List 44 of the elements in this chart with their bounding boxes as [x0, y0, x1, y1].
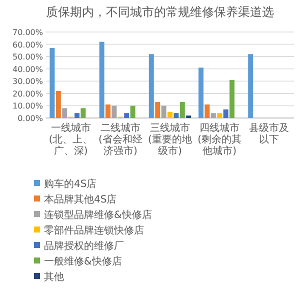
y-tick-label: 0.00% [18, 114, 44, 123]
legend-label: 购车的4S店 [44, 178, 97, 190]
y-tick-label: 30.00% [12, 77, 44, 86]
bar [130, 106, 136, 118]
bar [223, 109, 228, 118]
title: 质保期内，不同城市的常规维修保养渠道选 [46, 5, 274, 19]
y-tick-label: 10.00% [12, 102, 44, 111]
bar [80, 108, 86, 118]
legend-label: 连锁型品牌维修&快修店 [44, 209, 152, 221]
bar [230, 80, 234, 118]
x-tick-label: 二线城市(省会和经济强市) [98, 122, 142, 157]
bar [148, 54, 154, 118]
bar [204, 104, 210, 118]
x-tick-label: 一线城市(北、上、广、深) [48, 122, 93, 157]
legend-label: 零部件品牌连锁快修店 [44, 224, 144, 236]
x-tick-label: 四线城市(剩余的其他城市) [198, 122, 242, 157]
bar [62, 108, 68, 118]
bar [155, 102, 160, 118]
x-tick-label: 县级市及以下 [249, 122, 290, 146]
bar [198, 68, 204, 118]
legend-label: 一般维修&快修店 [44, 256, 122, 268]
legend-label: 本品牌其他4S店 [44, 194, 117, 206]
legend-label: 其他 [44, 271, 64, 283]
bar [180, 102, 185, 118]
bar [210, 113, 216, 118]
bar [112, 106, 117, 118]
y-tick-label: 60.00% [12, 40, 44, 50]
bar [106, 104, 110, 118]
x-tick-label: 三线城市(重要的地级市) [148, 122, 192, 157]
bar [99, 42, 104, 118]
y-tick-label: 40.00% [12, 64, 44, 74]
bar [124, 113, 130, 118]
y-tick-label: 50.00% [12, 52, 44, 62]
bar [248, 54, 254, 118]
bar [74, 113, 80, 118]
bar [56, 90, 61, 118]
y-tick-label: 20.00% [12, 89, 44, 98]
bar [161, 106, 166, 118]
bar [174, 113, 179, 118]
y-tick-label: 70.00% [12, 28, 44, 37]
legend-label: 品牌授权的维修厂 [44, 240, 124, 252]
bar [217, 113, 222, 118]
bar [168, 112, 172, 118]
bar [50, 48, 55, 118]
